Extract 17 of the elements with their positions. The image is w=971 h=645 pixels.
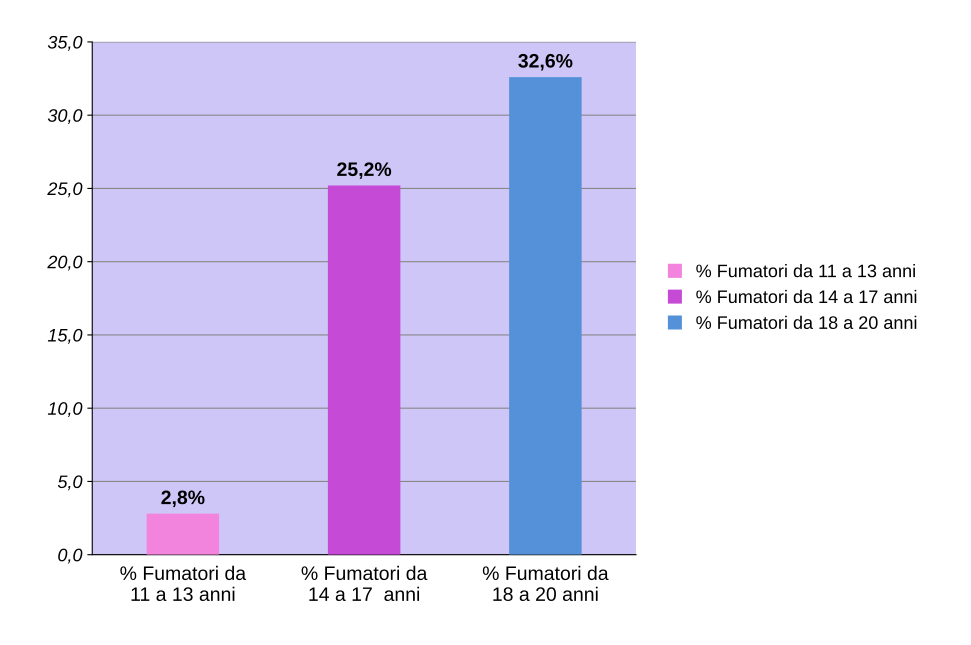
data-label: 25,2% xyxy=(337,162,392,179)
y-tick-label: 35,0 xyxy=(48,36,82,51)
legend-label: % Fumatori da 18 a 20 anni xyxy=(696,316,916,330)
x-tick-label: % Fumatori da 18 a 20 anni xyxy=(482,566,609,602)
y-tick-label: 20,0 xyxy=(47,256,82,271)
y-tick-label: 10,0 xyxy=(48,402,82,418)
y-tick-label: 25,0 xyxy=(47,182,82,198)
x-tick-label: % Fumatori da 11 a 13 anni xyxy=(120,566,246,602)
y-tick-label: 5,0 xyxy=(58,475,82,490)
legend-label: % Fumatori da 14 a 17 anni xyxy=(696,290,916,304)
data-label: 32,6% xyxy=(518,54,572,71)
y-tick-label: 0,0 xyxy=(58,548,82,564)
y-tick-label: 15,0 xyxy=(48,328,82,344)
data-label: 2,8% xyxy=(161,490,205,508)
legend-label: % Fumatori da 11 a 13 anni xyxy=(696,264,915,278)
x-tick-label: % Fumatori da 14 a 17 anni xyxy=(302,566,428,602)
y-tick-label: 30,0 xyxy=(48,109,82,124)
